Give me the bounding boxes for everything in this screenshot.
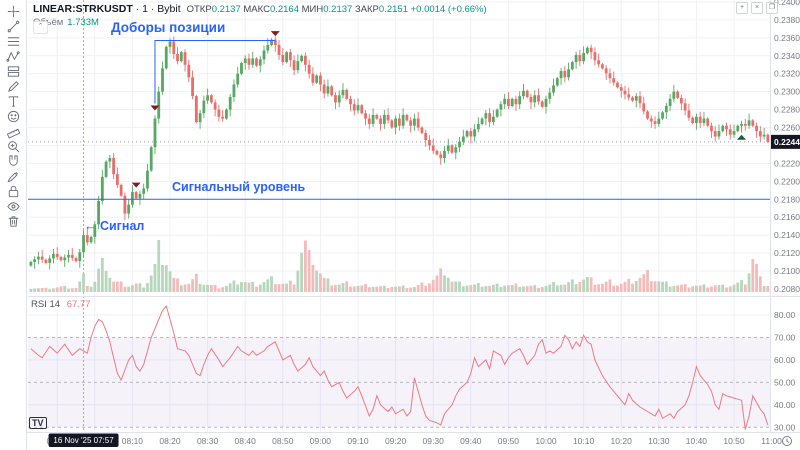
pane-controls: + × ❐ [736,2,778,14]
symbol-title[interactable]: LINEAR:STRKUSDT · 1 · Bybit [33,3,181,15]
svg-text:09:30: 09:30 [423,436,445,446]
tradingview-logo[interactable]: TV [29,417,47,429]
lock-icon[interactable] [2,184,24,199]
svg-text:0.2260: 0.2260 [774,123,800,133]
svg-text:0.2100: 0.2100 [774,266,800,276]
drawing-toolbar [0,0,27,450]
svg-text:0.2080: 0.2080 [774,284,800,294]
hide-all-icon[interactable] [2,199,24,214]
volume-layer [29,240,770,292]
rsi-line [30,304,769,430]
fib-retracement-icon[interactable] [2,34,24,49]
svg-text:0.2400: 0.2400 [774,0,800,7]
svg-text:0.2200: 0.2200 [774,176,800,186]
svg-text:11:00: 11:00 [761,436,782,446]
xabcd-pattern-icon[interactable] [2,49,24,64]
svg-text:60.00: 60.00 [774,355,796,365]
svg-text:08:30: 08:30 [197,436,219,446]
svg-text:09:50: 09:50 [498,436,520,446]
pane-collapse-icon[interactable]: × [751,2,763,14]
volume-legend: Объём 1.733M [33,17,99,28]
svg-text:0.2360: 0.2360 [774,33,800,43]
trade-marker-down[interactable] [150,105,160,111]
ohlc-values: ОТКР0.2137 МАКС0.2164 МИН0.2137 ЗАКР0.21… [186,4,487,15]
pane-add-icon[interactable]: + [736,2,748,14]
exchange-label: Bybit [157,3,181,15]
candles-layer [29,36,770,270]
svg-text:09:20: 09:20 [385,436,407,446]
axes-labels[interactable]: 0.2400 0.2380 0.2360 0.2340 0.2320 0.2300 0.22… [47,0,800,446]
text-icon[interactable] [2,94,24,109]
brush-icon[interactable] [2,79,24,94]
crosshair-icon[interactable] [2,4,24,19]
svg-text:10:50: 10:50 [723,436,745,446]
symbol-legend: LINEAR:STRKUSDT · 1 · Bybit ОТКР0.2137 МА… [33,3,487,28]
svg-text:80.00: 80.00 [774,310,796,320]
svg-text:40.00: 40.00 [774,400,796,410]
svg-text:0.2320: 0.2320 [774,69,800,79]
svg-text:09:40: 09:40 [460,436,482,446]
remove-drawings-icon[interactable] [2,214,24,229]
timezone-clock-icon[interactable] [782,436,792,446]
svg-text:08:40: 08:40 [235,436,257,446]
zoom-in-icon[interactable] [2,139,24,154]
svg-text:10:10: 10:10 [573,436,595,446]
svg-text:0.2140: 0.2140 [774,230,800,240]
trade-markers[interactable] [131,31,747,188]
interval-label[interactable]: · 1 · [135,3,155,15]
svg-text:09:00: 09:00 [310,436,332,446]
rsi-value: 67.77 [66,299,91,310]
svg-text:0.2220: 0.2220 [774,158,800,168]
magnet-icon[interactable] [2,154,24,169]
svg-text:0.2160: 0.2160 [774,212,800,222]
adds-bracket-line[interactable] [154,40,276,104]
trade-marker-up[interactable] [737,134,747,140]
long-position-icon[interactable] [2,64,24,79]
change-value: +0.0014 (+0.66%) [410,4,487,15]
last-price-badge: 0.2244 [771,134,800,149]
emoji-icon[interactable] [2,109,24,124]
svg-text:10:30: 10:30 [648,436,670,446]
svg-text:08:20: 08:20 [159,436,181,446]
svg-text:10:40: 10:40 [686,436,708,446]
pane-maximize-icon[interactable]: ❐ [766,2,778,14]
svg-text:0.2340: 0.2340 [774,51,800,61]
rsi-legend[interactable]: RSI 14 67.77 [31,299,91,310]
trade-marker-down[interactable] [131,182,141,188]
lock-drawings-icon[interactable] [2,169,24,184]
svg-text:10:00: 10:00 [535,436,557,446]
svg-text:08:10: 08:10 [122,436,144,446]
svg-text:0.2120: 0.2120 [774,248,800,258]
svg-text:08:50: 08:50 [272,436,294,446]
svg-text:16 Nov '25 07:57: 16 Nov '25 07:57 [53,436,114,445]
svg-text:0.2380: 0.2380 [774,15,800,25]
annotation-signal-level-label[interactable]: Сигнальный уровень [172,180,306,194]
svg-text:70.00: 70.00 [774,332,796,342]
svg-text:0.2244: 0.2244 [774,137,800,147]
svg-text:50.00: 50.00 [774,377,796,387]
svg-text:30.00: 30.00 [774,422,796,432]
svg-text:0.2300: 0.2300 [774,87,800,97]
grid-layer [28,0,770,432]
svg-text:10:20: 10:20 [611,436,633,446]
svg-text:0.2180: 0.2180 [774,194,800,204]
trend-line-icon[interactable] [2,19,24,34]
svg-text:0.2280: 0.2280 [774,105,800,115]
annotation-signal-label[interactable]: ← Сигнал [84,219,145,233]
annotation-adds-label[interactable]: Доборы позиции [111,20,226,35]
svg-text:09:10: 09:10 [347,436,369,446]
measure-icon[interactable] [2,124,24,139]
legend-collapse-button[interactable]: ⌃ [33,21,48,34]
date-tooltip: 16 Nov '25 07:57 [48,433,119,447]
trade-marker-down[interactable] [270,31,280,37]
